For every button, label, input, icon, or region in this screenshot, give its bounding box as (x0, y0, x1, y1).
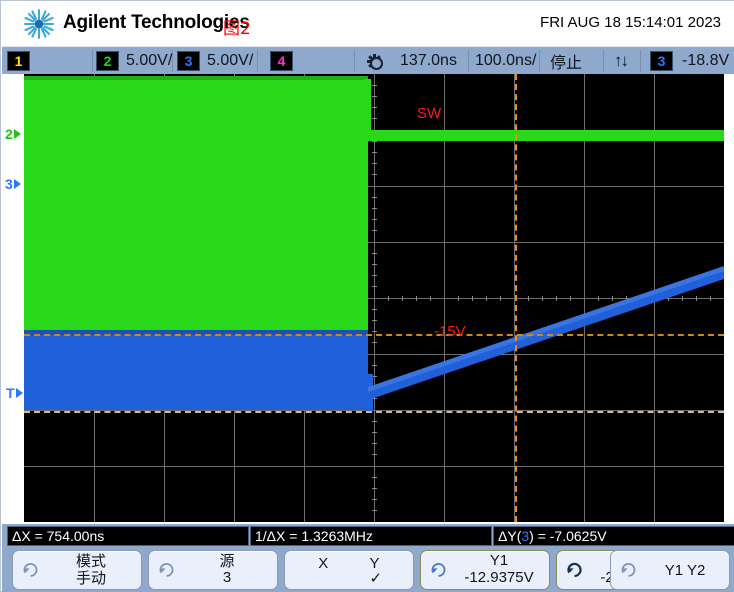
softkey-xy-select[interactable]: X Y ✓ (284, 550, 414, 590)
softkey-y1[interactable]: Y1 -12.9375V (420, 550, 550, 590)
trigger-edge-both-icon[interactable]: ↑↓ (614, 51, 629, 70)
softkey-y-label[interactable]: Y (369, 555, 380, 572)
graticule[interactable]: SW -15V (24, 74, 724, 522)
brand-title: Agilent Technologies (63, 12, 250, 33)
channel-2-scale: 5.00V/ (126, 52, 173, 69)
minus15v-annotation: -15V (434, 323, 466, 340)
softkey-source[interactable]: 源 3 (148, 550, 278, 590)
channel-3-scale: 5.00V/ (207, 52, 254, 69)
measurement-inverse-delta-x[interactable]: 1/ΔX = 1.3263MHz (250, 526, 492, 546)
cursor-y2-line[interactable] (24, 411, 724, 413)
softkey-mode[interactable]: 模式 手动 (12, 550, 142, 590)
check-icon: ✓ (369, 570, 383, 587)
rotary-knob-icon (620, 562, 637, 579)
softkey-mode-title: 模式 (75, 552, 106, 571)
cursor-y1-line[interactable] (24, 334, 724, 336)
figure-tag: 图2 (223, 19, 251, 39)
softkey-source-value: 3 (222, 569, 232, 586)
channel-3-badge[interactable]: 3 (177, 51, 200, 71)
softkey-bar: 模式 手动 源 3 X Y ✓ (2, 546, 734, 592)
channel-3-burst-top-noise (24, 330, 368, 335)
channel-3-rising-ramp (368, 266, 724, 400)
channel-3-status[interactable]: 3 5.00V/ (177, 47, 253, 75)
measurement-delta-y[interactable]: ΔY(3) = -7.0625V (493, 526, 734, 546)
left-marker-gutter: 2 3 T (2, 74, 24, 524)
rotary-knob-icon (158, 562, 175, 579)
trigger-source-badge[interactable]: 3 (650, 47, 680, 75)
delay-readout[interactable]: 137.0ns (400, 52, 457, 69)
softkey-y1-title: Y1 (489, 552, 509, 570)
rotary-knob-selected-icon (566, 562, 583, 579)
app-header: Agilent Technologies 图2 FRI AUG 18 15:14… (1, 1, 734, 46)
sw-annotation: SW (417, 105, 442, 122)
softkey-y1y2[interactable]: Y1 Y2 (610, 550, 730, 590)
channel-2-badge[interactable]: 2 (96, 51, 119, 71)
brightness-sun-icon[interactable] (366, 47, 383, 75)
channel-2-burst-top-noise (24, 76, 368, 80)
softkey-mode-value: 手动 (75, 569, 106, 587)
trigger-level-readout[interactable]: -18.8V (682, 52, 730, 69)
trigger-position-marker[interactable]: T (6, 385, 23, 401)
softkey-source-title: 源 (219, 552, 235, 571)
measurement-bar: ΔX = 754.00ns 1/ΔX = 1.3263MHz ΔY(3) = -… (2, 524, 734, 546)
softkey-x-label[interactable]: X (318, 555, 329, 572)
softkey-y1y2-label: Y1 Y2 (664, 561, 706, 579)
channel-2-ground-marker[interactable]: 2 (5, 126, 21, 142)
channel-3-ground-marker[interactable]: 3 (5, 176, 21, 192)
channel-1-badge[interactable]: 1 (7, 51, 30, 71)
channel-2-transition-edge (364, 79, 371, 141)
measurement-delta-x[interactable]: ΔX = 754.00ns (7, 526, 249, 546)
softkey-y1-value: -12.9375V (464, 569, 534, 586)
status-bar: 1 2 5.00V/ 3 5.00V/ 4 137.0ns 100.0ns/ 停… (2, 46, 734, 76)
channel-4-status[interactable]: 4 (270, 47, 300, 75)
channel-2-burst-band (24, 79, 368, 340)
cursor-x-line[interactable] (515, 74, 517, 522)
agilent-starburst-icon (19, 6, 59, 42)
channel-2-status[interactable]: 2 5.00V/ (96, 47, 172, 75)
channel-2-settled-level (367, 130, 724, 141)
timebase-readout[interactable]: 100.0ns/ (475, 52, 537, 69)
datetime-readout: FRI AUG 18 15:14:01 2023 (540, 14, 721, 31)
channel-1-status[interactable]: 1 (7, 47, 37, 75)
rotary-knob-icon (430, 562, 447, 579)
run-state-label[interactable]: 停止 (550, 53, 583, 72)
right-gutter (724, 74, 734, 524)
measurement-delta-y-channel: 3 (521, 528, 530, 544)
channel-4-badge[interactable]: 4 (270, 51, 293, 71)
channel-3-burst-band (24, 333, 368, 410)
waveform-area: 2 3 T (2, 74, 734, 524)
rotary-knob-icon (22, 562, 39, 579)
